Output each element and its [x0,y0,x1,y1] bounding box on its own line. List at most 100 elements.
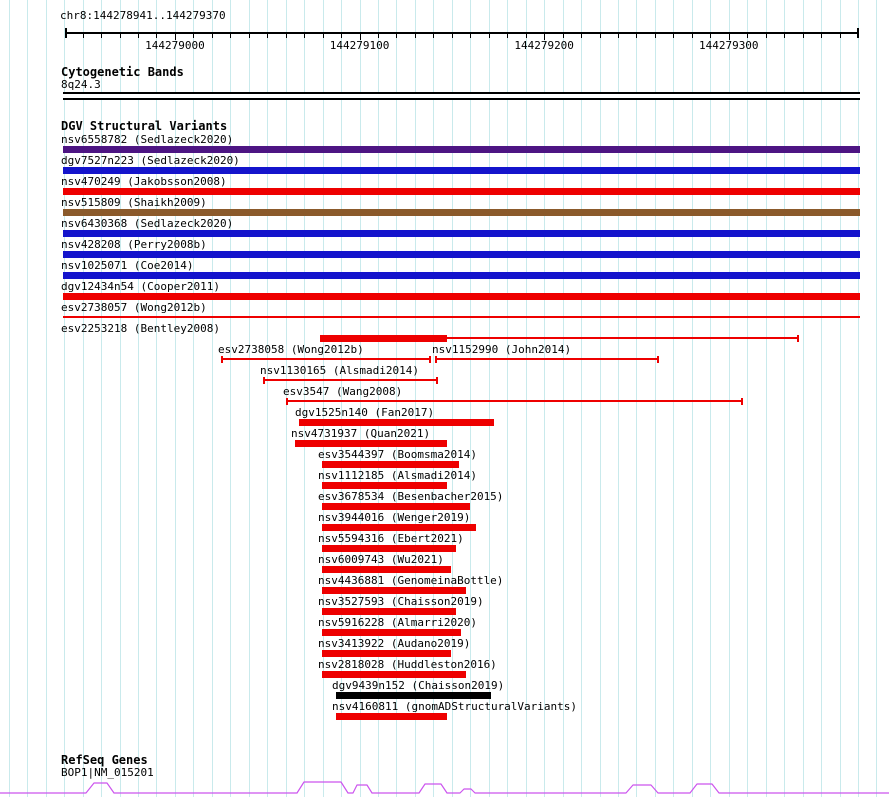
ruler-minor-tick [581,34,583,38]
ruler-minor-tick [451,34,453,38]
variant-end-tick [263,377,265,384]
ruler-minor-tick [802,34,804,38]
variant-bar[interactable] [322,608,456,615]
ruler-minor-tick [322,34,324,38]
variant-bar[interactable] [322,524,476,531]
variant-range-line[interactable] [447,337,798,339]
gridline [138,0,139,797]
variant-range-line[interactable] [222,358,430,360]
gridline [747,0,749,797]
variant-bar[interactable] [322,587,466,594]
variant-range-line[interactable] [264,379,437,381]
ruler-tick-label: 144279200 [514,39,574,52]
variant-label: nsv1152990 (John2014) [432,343,572,356]
region-position-label: chr8:144278941..144279370 [60,9,226,22]
variant-bar[interactable] [322,566,451,573]
gridline [876,0,878,797]
refseq-track-header: RefSeq Genes [61,753,148,767]
gridline [470,0,472,797]
gridline [64,0,66,797]
variant-bar[interactable] [63,251,860,258]
ruler-minor-tick [710,34,712,38]
variant-bar[interactable] [322,461,459,468]
variant-bar[interactable] [63,230,860,237]
ruler-minor-tick [396,34,398,38]
gridline [82,0,84,797]
variant-end-tick [286,398,288,405]
gridline [414,0,416,797]
ruler-minor-tick [821,34,823,38]
variant-label: nsv1130165 (Alsmadi2014) [260,364,419,377]
gridline [45,0,47,797]
variant-bar[interactable] [63,293,860,300]
variant-bar[interactable] [322,503,470,510]
variant-label: esv2253218 (Bentley2008) [61,322,220,335]
gridline [802,0,804,797]
ruler-minor-tick [654,34,656,38]
gridline [248,0,250,797]
variant-bar[interactable] [63,167,860,174]
variant-label: nsv2818028 (Huddleston2016) [318,658,497,671]
ruler-minor-tick [285,34,287,38]
gridline [193,0,195,797]
variant-label: dgv9439n152 (Chaisson2019) [332,679,505,692]
ruler-minor-tick [470,34,472,38]
variant-bar[interactable] [295,440,447,447]
ruler-minor-tick [525,34,527,38]
ruler-minor-tick [138,34,139,38]
variant-label: esv2738057 (Wong2012b) [61,301,207,314]
variant-label: nsv3944016 (Wenger2019) [318,511,471,524]
gridline [654,0,656,797]
ruler-minor-tick [765,34,767,38]
variant-bar[interactable] [320,335,447,342]
variant-range-line[interactable] [436,358,658,360]
ruler-tick-label: 144279100 [329,39,390,52]
gridline [267,0,269,797]
gridline [488,0,490,797]
gene-name-label: BOP1|NM_015201 [61,766,154,779]
gridline [304,0,306,797]
variant-range-line[interactable] [63,316,860,318]
ruler-minor-tick [636,34,638,38]
ruler-minor-tick [488,34,490,38]
gridline [839,0,841,797]
variant-bar[interactable] [299,419,494,426]
gridline [322,0,324,797]
variant-bar[interactable] [63,188,860,195]
variant-range-line[interactable] [287,400,742,402]
variant-bar[interactable] [322,671,466,678]
gridline [378,0,379,797]
variant-bar[interactable] [322,629,461,636]
gridline [101,0,103,797]
gridline [27,0,29,797]
gridline [359,0,361,797]
variant-bar[interactable] [63,209,860,216]
ruler-minor-tick [691,34,693,38]
ruler-minor-tick [562,34,564,38]
variant-bar[interactable] [63,272,860,279]
variant-bar[interactable] [322,482,447,489]
variant-label: esv3547 (Wang2008) [283,385,403,398]
dgv-track-header: DGV Structural Variants [61,119,228,133]
variant-bar[interactable] [63,146,860,153]
gridline [562,0,564,797]
variant-bar[interactable] [336,713,447,720]
ruler-minor-tick [304,34,306,38]
ruler-minor-tick [507,34,509,38]
gridline [581,0,583,797]
variant-bar[interactable] [322,650,451,657]
variant-label: nsv4731937 (Quan2021) [291,427,431,440]
variant-bar[interactable] [336,692,491,699]
cytoband-box[interactable] [63,92,860,100]
variant-label: esv2738058 (Wong2012b) [218,343,364,356]
gridline [525,0,527,797]
ruler-major-tick [359,34,361,40]
ruler-minor-tick [267,34,269,38]
ruler-minor-tick [230,34,232,38]
variant-bar[interactable] [322,545,456,552]
variant-end-tick [657,356,659,363]
variant-label: nsv4436881 (GenomeinaBottle) [318,574,504,587]
variant-end-tick [221,356,223,363]
gridline [728,0,730,797]
